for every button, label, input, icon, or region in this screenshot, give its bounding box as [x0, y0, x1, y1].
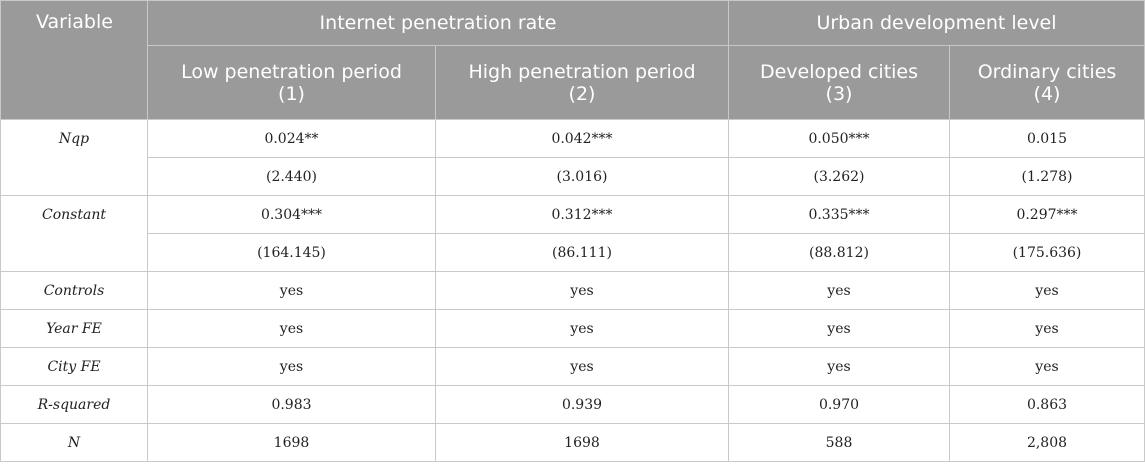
table-cell: (86.111) — [435, 233, 729, 272]
table-cell: 0.939 — [435, 385, 729, 424]
table-cell: yes — [949, 309, 1145, 348]
table-row-year-fe: Year FE yes yes yes yes — [0, 309, 1145, 348]
table-row-constant: Constant 0.304*** 0.312*** 0.335*** 0.29… — [0, 195, 1145, 272]
header-row-columns: Low penetration period (1) High penetrati… — [1, 45, 1145, 120]
table-cell: 0.297*** — [949, 195, 1145, 234]
table-row-city-fe: City FE yes yes yes yes — [0, 347, 1145, 386]
table-cell: yes — [949, 347, 1145, 386]
column-title: High penetration period — [468, 60, 696, 83]
table-cell: 0.335*** — [728, 195, 950, 234]
table-cell: 0.983 — [147, 385, 436, 424]
table-cell: (164.145) — [147, 233, 436, 272]
column-number: (4) — [1033, 82, 1061, 105]
table-cell: 0.863 — [949, 385, 1145, 424]
table-row-nqp: Nqp 0.024** 0.042*** 0.050*** 0.015 — [0, 119, 1145, 196]
table-cell: (3.262) — [728, 157, 950, 196]
table-cell: 588 — [728, 423, 950, 462]
table-cell: yes — [147, 271, 436, 310]
column-header-3: Developed cities (3) — [728, 45, 950, 120]
table-cell: 0.024** — [147, 119, 436, 158]
row-label-controls: Controls — [0, 271, 148, 310]
table-row-n: N 1698 1698 588 2,808 — [0, 423, 1145, 462]
column-header-2: High penetration period (2) — [435, 45, 729, 120]
variable-header: Variable — [0, 0, 148, 120]
table-cell: 0.050*** — [728, 119, 950, 158]
row-label-city-fe: City FE — [0, 347, 148, 386]
table-row-controls: Controls yes yes yes yes — [0, 271, 1145, 310]
table-cell: yes — [435, 271, 729, 310]
row-label-n: N — [0, 423, 148, 462]
table-cell: yes — [147, 347, 436, 386]
row-label-nqp: Nqp — [0, 119, 148, 196]
column-header-4: Ordinary cities (4) — [949, 45, 1145, 120]
row-label-r-squared: R-squared — [0, 385, 148, 424]
table-cell: yes — [728, 347, 950, 386]
table-cell: yes — [435, 347, 729, 386]
table-cell: yes — [949, 271, 1145, 310]
group-header-internet-penetration: Internet penetration rate — [147, 0, 729, 46]
table-cell: (175.636) — [949, 233, 1145, 272]
column-number: (3) — [825, 82, 853, 105]
table-cell: 0.970 — [728, 385, 950, 424]
table-row-r-squared: R-squared 0.983 0.939 0.970 0.863 — [0, 385, 1145, 424]
table-cell: (1.278) — [949, 157, 1145, 196]
table-cell: yes — [147, 309, 436, 348]
table-cell: 0.304*** — [147, 195, 436, 234]
table-cell: 0.312*** — [435, 195, 729, 234]
table-cell: yes — [435, 309, 729, 348]
header-row-groups: Variable Internet penetration rate Urban… — [0, 0, 1145, 120]
row-label-year-fe: Year FE — [0, 309, 148, 348]
group-header-urban-development: Urban development level — [728, 0, 1145, 46]
table-cell: yes — [728, 271, 950, 310]
table-cell: 0.015 — [949, 119, 1145, 158]
table-cell: (88.812) — [728, 233, 950, 272]
table-cell: 1698 — [435, 423, 729, 462]
column-number: (2) — [568, 82, 596, 105]
column-number: (1) — [278, 82, 305, 105]
table-row-nqp-t: (2.440) (3.016) (3.262) (1.278) — [1, 157, 1145, 196]
table-cell: (2.440) — [147, 157, 436, 196]
table-cell: (3.016) — [435, 157, 729, 196]
table-cell: 0.042*** — [435, 119, 729, 158]
column-title: Ordinary cities — [977, 60, 1117, 83]
column-title: Low penetration period — [181, 60, 402, 83]
column-title: Developed cities — [759, 60, 919, 83]
row-label-constant: Constant — [0, 195, 148, 272]
table-cell: 1698 — [147, 423, 436, 462]
table-cell: yes — [728, 309, 950, 348]
table-cell: 2,808 — [949, 423, 1145, 462]
column-header-1: Low penetration period (1) — [147, 45, 436, 120]
table-row-constant-t: (164.145) (86.111) (88.812) (175.636) — [1, 233, 1145, 272]
